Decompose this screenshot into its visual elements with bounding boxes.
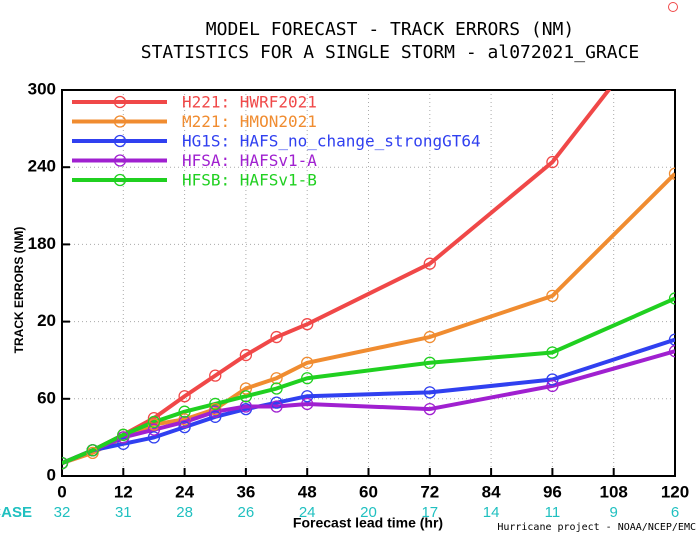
data-point xyxy=(668,167,675,180)
data-point xyxy=(270,396,283,409)
data-point xyxy=(239,382,253,395)
decoration xyxy=(668,2,678,12)
case-count: 11 xyxy=(545,504,561,521)
data-point xyxy=(178,415,191,429)
data-point xyxy=(301,318,314,331)
x-tick-label: 96 xyxy=(543,482,562,501)
data-point xyxy=(178,420,191,434)
legend-label: M221: HMON2021 xyxy=(182,112,317,131)
data-point xyxy=(239,400,253,413)
data-point xyxy=(209,405,222,418)
data-point xyxy=(301,372,314,385)
data-point xyxy=(147,415,161,429)
legend-marker xyxy=(113,154,127,167)
data-point xyxy=(423,386,436,399)
legend-marker xyxy=(113,173,127,187)
case-count: 6 xyxy=(671,504,679,521)
data-point xyxy=(668,333,675,346)
legend-marker xyxy=(113,115,127,128)
data-point xyxy=(546,155,559,169)
x-tick-label: 48 xyxy=(298,482,317,501)
data-point xyxy=(423,257,436,270)
x-tick-label: 0 xyxy=(57,482,66,501)
data-point xyxy=(209,410,222,423)
data-point xyxy=(546,373,559,386)
case-count: 24 xyxy=(299,504,316,521)
data-point xyxy=(117,428,130,441)
y-axis-label: TRACK ERRORS (NM) xyxy=(12,227,26,354)
y-tick-label: 300 xyxy=(28,79,56,98)
data-point xyxy=(270,400,283,413)
chart-title: MODEL FORECAST - TRACK ERRORS (NM) xyxy=(206,19,574,40)
data-point xyxy=(423,356,436,369)
legend-label: HFSA: HAFSv1-A xyxy=(182,151,317,170)
x-tick-label: 72 xyxy=(420,482,439,501)
x-tick-label: 108 xyxy=(600,482,628,501)
data-point xyxy=(239,348,253,362)
legend-label: HFSB: HAFSv1-B xyxy=(182,171,317,190)
plot-frame xyxy=(61,89,676,477)
x-tick-label: 12 xyxy=(114,482,133,501)
chart-subtitle: STATISTICS FOR A SINGLE STORM - al072021… xyxy=(141,42,640,63)
case-count: 28 xyxy=(176,504,193,521)
case-count: 26 xyxy=(238,504,255,521)
case-count: 9 xyxy=(610,504,618,521)
data-point xyxy=(117,437,130,450)
case-count: 31 xyxy=(115,504,132,521)
x-tick-label: 60 xyxy=(359,482,378,501)
x-tick-label: 84 xyxy=(482,482,501,501)
case-label: #CASE xyxy=(0,504,32,521)
data-point xyxy=(546,379,559,393)
legend-label: H221: HWRF2021 xyxy=(182,93,317,112)
data-point xyxy=(209,369,222,382)
data-point xyxy=(668,345,675,358)
y-tick-label: 20 xyxy=(37,311,56,330)
data-point xyxy=(270,330,283,344)
data-point xyxy=(301,397,314,411)
data-point xyxy=(423,402,436,416)
data-point xyxy=(147,423,161,436)
x-tick-label: 36 xyxy=(236,482,255,501)
data-point xyxy=(270,372,283,385)
case-count: 32 xyxy=(54,504,71,521)
y-tick-label: 240 xyxy=(28,157,56,176)
data-point xyxy=(301,356,314,369)
data-point xyxy=(178,390,191,403)
data-point xyxy=(423,330,436,344)
legend-marker xyxy=(113,95,127,109)
legend-marker xyxy=(113,134,127,148)
y-tick-label: 60 xyxy=(37,388,56,407)
x-axis-label: Forecast lead time (hr) xyxy=(293,515,443,531)
y-tick-label: 180 xyxy=(28,234,56,253)
data-point xyxy=(178,405,191,418)
data-point xyxy=(147,431,161,444)
data-point xyxy=(209,397,222,411)
case-count: 14 xyxy=(483,504,500,521)
case-count: 17 xyxy=(421,504,438,521)
data-point xyxy=(546,346,559,359)
data-point xyxy=(270,382,283,395)
x-tick-label: 24 xyxy=(175,482,194,501)
data-point xyxy=(62,456,69,470)
plot-area xyxy=(62,0,681,470)
data-point xyxy=(668,292,675,305)
case-count: 20 xyxy=(360,504,377,521)
data-point xyxy=(86,444,99,457)
legend-label: HG1S: HAFS_no_change_strongGT64 xyxy=(182,132,481,151)
data-point xyxy=(239,390,253,403)
data-point xyxy=(670,0,681,11)
data-point xyxy=(546,289,559,303)
x-tick-label: 120 xyxy=(661,482,689,501)
data-point xyxy=(301,390,314,403)
footer: Hurricane project - NOAA/NCEP/EMC xyxy=(497,522,696,533)
y-tick-label: 0 xyxy=(47,465,56,484)
